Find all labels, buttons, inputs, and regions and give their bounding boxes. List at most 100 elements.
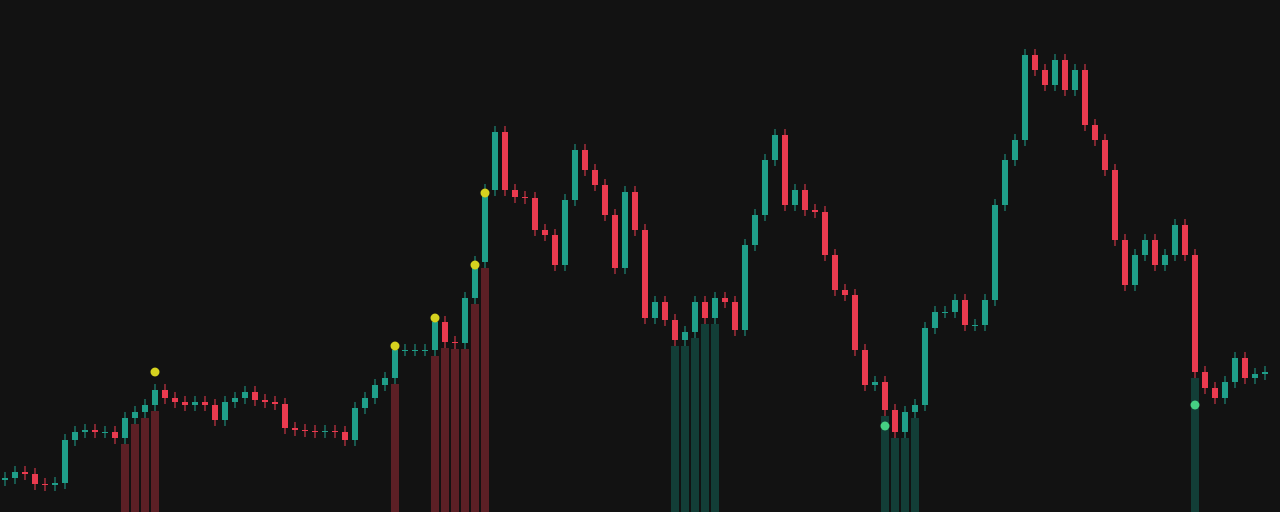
candle-body [1182, 225, 1188, 255]
candle-body [1062, 60, 1068, 90]
candle-body [1052, 60, 1058, 85]
candle-body [72, 432, 78, 440]
candle-body [372, 385, 378, 398]
candle-body [912, 405, 918, 412]
candle-body [1242, 358, 1248, 378]
candle-body [122, 418, 128, 438]
candle-body [2, 478, 8, 480]
candle-body [682, 332, 688, 340]
candle-body [782, 135, 788, 205]
candle-body [162, 390, 168, 398]
candle-body [1212, 388, 1218, 398]
candle-body [1162, 255, 1168, 265]
candle-body [1112, 170, 1118, 240]
signals [150, 188, 1200, 431]
candle-body [1072, 70, 1078, 90]
candle-body [1252, 374, 1258, 378]
candle-body [512, 190, 518, 197]
candle-body [382, 378, 388, 385]
candle-body [352, 408, 358, 440]
candle-body [942, 312, 948, 313]
candle-body [932, 312, 938, 328]
candle-body [812, 210, 818, 212]
candle-body [972, 325, 978, 326]
candle-body [482, 190, 488, 262]
candle-body [992, 205, 998, 300]
signal-dot [430, 313, 440, 323]
candle-body [312, 431, 318, 432]
candle-body [52, 483, 58, 485]
candle-body [502, 132, 508, 190]
candle-body [342, 432, 348, 440]
candle-body [1032, 55, 1038, 70]
candle-body [82, 430, 88, 432]
candle-body [172, 398, 178, 402]
candle-body [892, 410, 898, 432]
candle-body [442, 322, 448, 342]
candle-body [192, 402, 198, 405]
candle-body [332, 431, 338, 432]
candle-body [1232, 358, 1238, 382]
candle-body [102, 432, 108, 433]
candle-body [472, 262, 478, 298]
candle-body [692, 302, 698, 332]
candle-body [282, 404, 288, 428]
candle-body [212, 405, 218, 420]
zones [121, 268, 1199, 512]
candle-body [422, 350, 428, 351]
candle-body [302, 430, 308, 431]
signal-dot [390, 341, 400, 351]
candle-body [632, 192, 638, 230]
candle-body [132, 412, 138, 418]
candle-body [252, 392, 258, 400]
candle-body [452, 342, 458, 343]
candle-body [112, 432, 118, 438]
candle-body [532, 198, 538, 230]
candle-body [1122, 240, 1128, 285]
candle-body [642, 230, 648, 318]
candle-body [1102, 140, 1108, 170]
candle-body [582, 150, 588, 170]
candle-body [602, 185, 608, 215]
candle-body [792, 190, 798, 205]
candle-body [732, 302, 738, 330]
candle-body [962, 300, 968, 325]
candle-body [232, 398, 238, 402]
candle-body [772, 135, 778, 160]
candle-body [862, 350, 868, 385]
candle-body [292, 428, 298, 430]
candle-body [982, 300, 988, 325]
candle-body [412, 350, 418, 351]
signal-dot [880, 421, 890, 431]
candle-body [802, 190, 808, 210]
candle-body [362, 398, 368, 408]
candle-body [62, 440, 68, 483]
candle-body [492, 132, 498, 190]
candle-body [92, 430, 98, 432]
candle-body [902, 412, 908, 432]
candle-body [1222, 382, 1228, 398]
candle-body [22, 472, 28, 474]
candle-body [752, 215, 758, 245]
candle-body [672, 320, 678, 340]
candle-body [832, 255, 838, 290]
candle-body [1152, 240, 1158, 265]
candle-body [922, 328, 928, 405]
candle-body [322, 431, 328, 432]
candle-body [722, 298, 728, 302]
candle-body [572, 150, 578, 200]
candle-body [612, 215, 618, 268]
candle-body [242, 392, 248, 398]
candle-body [522, 197, 528, 198]
candle-body [552, 235, 558, 265]
candle-body [762, 160, 768, 215]
candle-body [1172, 225, 1178, 255]
candle-body [822, 212, 828, 255]
candle-body [272, 402, 278, 404]
candle-body [882, 382, 888, 410]
signal-dot [480, 188, 490, 198]
candle-body [1192, 255, 1198, 372]
candle-body [1132, 255, 1138, 285]
